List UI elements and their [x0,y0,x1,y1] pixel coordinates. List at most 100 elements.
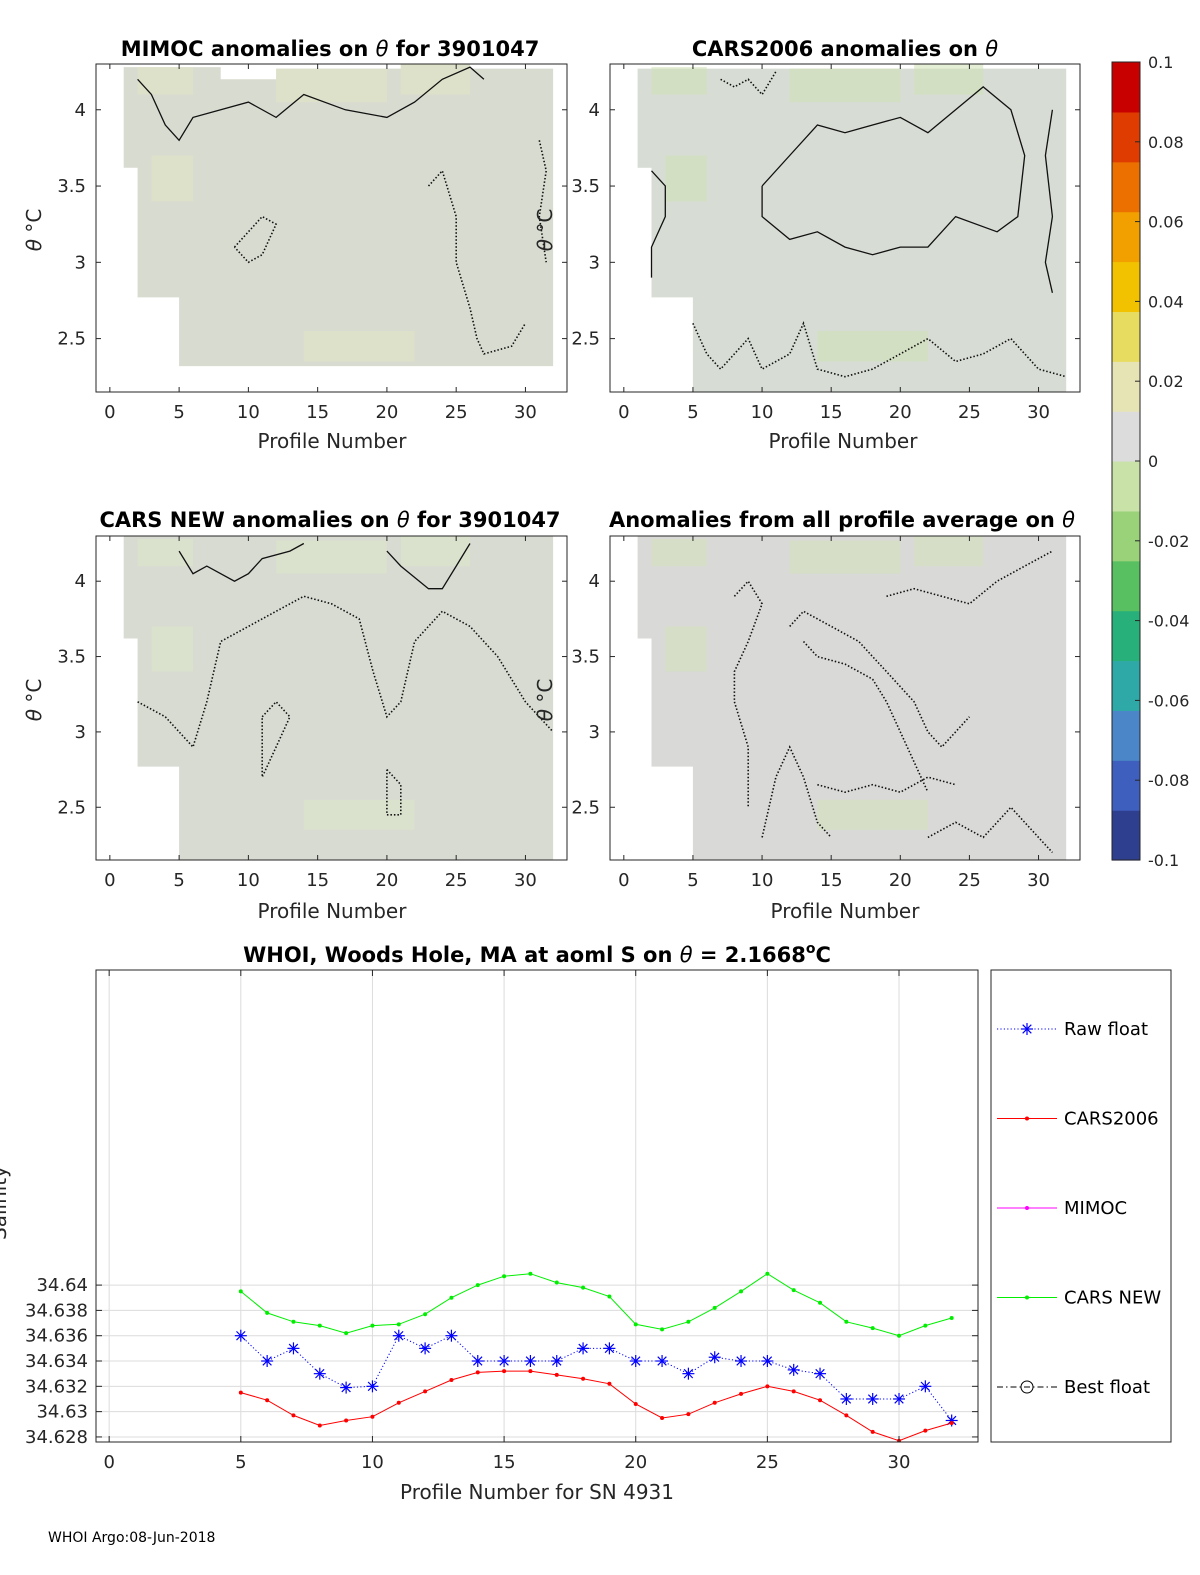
x-tick-label: 0 [104,402,115,423]
contour-line-dotted [886,550,1053,605]
colorbar-segment [1112,610,1140,662]
y-tick-label: 34.634 [25,1351,88,1372]
colorbar-segment [1112,710,1140,761]
panel-ylabel: θ °C [533,679,557,722]
panel-title: CARS NEW anomalies on θ for 3901047 [99,508,560,532]
x-tick-label: 10 [237,870,260,891]
contour-line [137,66,485,142]
x-tick-label: 25 [756,1452,779,1473]
anomaly-field-fill [123,536,554,860]
data-point [633,1402,638,1407]
colorbar-tick-label: -0.02 [1148,532,1189,551]
data-point [686,1412,691,1417]
anomaly-field [637,64,1067,392]
legend-item: Best float [997,1377,1150,1398]
data-point [396,1400,401,1405]
data-point [739,1391,744,1396]
legend-label: Raw float [1064,1019,1148,1040]
colorbar-segment [1112,311,1140,362]
panel-xlabel: Profile Number [769,429,919,453]
x-tick-label: 15 [493,1452,516,1473]
data-point [528,1271,533,1276]
data-point [1025,1295,1029,1300]
anomaly-field [123,64,554,367]
data-point [238,1289,243,1294]
colorbar-tick-label: -0.04 [1148,612,1189,631]
chart-title: WHOI, Woods Hole, MA at aoml S on θ = 2.… [243,941,831,967]
y-tick-label: 3 [589,252,600,273]
panel-axes-box [95,535,568,861]
colorbar-tick-label: 0.04 [1148,292,1184,311]
data-point [607,1381,612,1386]
x-tick-label: 15 [306,870,329,891]
colorbar-segment [1112,261,1140,312]
x-tick-label: 0 [618,402,629,423]
x-tick-label: 20 [889,402,912,423]
data-point-asterisk [366,1380,379,1393]
colorbar-tick-label: -0.1 [1148,851,1179,870]
contour-line-dotted [692,321,1067,378]
x-tick-label: 10 [751,402,774,423]
plot-axes-box [95,969,979,1443]
anomaly-field [123,536,554,860]
colorbar: 0.1 0.08 0.06 0.04 0.02 0 -0.02 -0.04 -0.06 -0.08… [1111,53,1189,870]
data-point-asterisk [603,1342,616,1355]
y-tick-label: 34.638 [25,1300,88,1321]
colorbar-segment [1112,211,1140,263]
y-tick-label: 34.632 [25,1376,88,1397]
data-point-asterisk [1021,1023,1033,1035]
data-point [265,1310,270,1315]
x-tick-label: 5 [235,1452,246,1473]
contour-line [386,543,471,590]
data-point-asterisk [682,1367,695,1380]
y-tick-label: 3.5 [571,647,600,668]
legend-label: CARS NEW [1064,1288,1161,1309]
data-point [581,1285,586,1290]
data-point-asterisk [340,1381,353,1394]
y-tick-label: 34.63 [36,1402,88,1423]
data-point-asterisk [577,1342,590,1355]
y-tick-label: 34.636 [25,1326,88,1347]
x-tick-label: 10 [237,402,260,423]
anomaly-tint-cell [651,67,707,95]
data-point [712,1400,717,1405]
anomaly-tint-cell [303,330,415,362]
data-point [949,1315,954,1320]
y-tick-label: 34.64 [36,1275,88,1296]
colorbar-tick-label: 0 [1148,452,1158,471]
data-point [1025,1116,1029,1121]
y-tick-label: 4 [589,571,600,592]
data-point [423,1389,428,1394]
x-tick-label: 30 [1027,402,1050,423]
panel-cars2006: CARS2006 anomalies on θ θ °C Profile Num… [533,37,1081,453]
data-point [502,1369,507,1374]
y-tick-label: 3.5 [57,176,86,197]
data-point [739,1289,744,1294]
x-tick-label: 30 [514,870,537,891]
y-tick-label: 2.5 [57,329,86,350]
data-point [370,1414,375,1419]
y-tick-label: 3 [589,722,600,743]
plot-series [234,1271,958,1442]
panel-all-profile-average: Anomalies from all profile average on θ … [533,508,1081,923]
data-point-asterisk [919,1380,932,1393]
data-point [475,1370,480,1375]
x-tick-label: 5 [173,402,184,423]
contour-line-dotted [233,215,278,264]
colorbar-tick-label: 0.1 [1148,53,1173,72]
data-point [818,1300,823,1305]
data-point-asterisk [629,1355,642,1368]
legend-item: Raw float [997,1019,1148,1040]
panel-ylabel: θ °C [22,679,46,722]
contour-line-dotted [261,700,291,778]
data-point [712,1305,717,1310]
data-point-asterisk [787,1363,800,1376]
data-point [686,1319,691,1324]
colorbar-tick-label: 0.06 [1148,213,1184,232]
contour-line [761,86,1026,256]
data-point [870,1429,875,1434]
x-tick-label: 25 [445,870,468,891]
data-point-asterisk [313,1367,326,1380]
x-tick-label: 15 [306,402,329,423]
anomaly-tint-cell [817,799,928,830]
